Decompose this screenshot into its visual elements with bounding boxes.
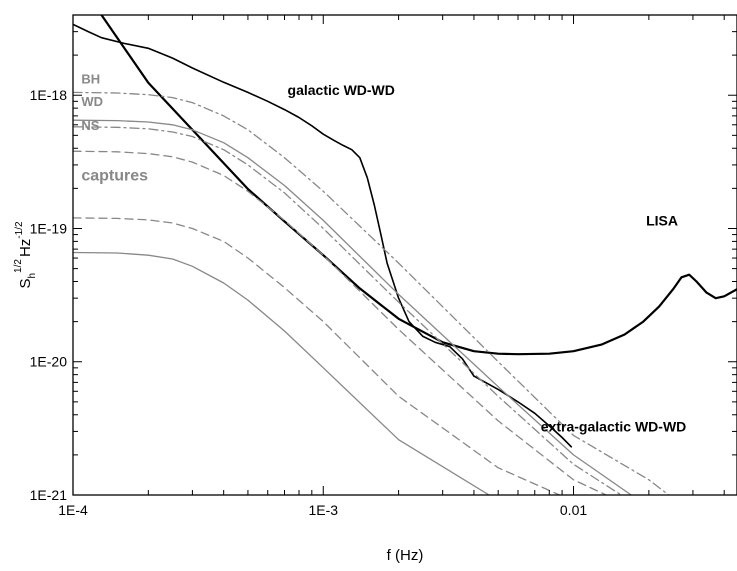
curves-layer — [73, 15, 737, 495]
y-axis-label: Sh1/2 Hz-1/2 — [13, 221, 38, 288]
annotations: galactic WD-WD LISA extra-galactic WD-WD BH… — [81, 72, 686, 435]
series-line-5 — [73, 119, 632, 495]
annotation-label: NS — [81, 118, 99, 133]
y-tick-label: 1E-19 — [30, 220, 68, 236]
series-line-4 — [73, 91, 670, 495]
y-label-unit: Hz — [17, 239, 34, 257]
series-line-1 — [100, 15, 737, 356]
axis-ticks — [72, 14, 737, 496]
series-line-6 — [73, 126, 622, 495]
series-line-8 — [73, 217, 561, 495]
y-label-base: S — [17, 279, 34, 289]
annotation-label: captures — [81, 167, 148, 184]
annotation-label: galactic WD-WD — [288, 82, 395, 98]
y-tick-label: 1E-18 — [30, 87, 68, 103]
tick-labels: 1E-4 1E-3 0.01 1E-21 1E-20 1E-19 1E-18 — [30, 87, 588, 518]
y-label-sup: 1/2 — [13, 259, 24, 273]
series-line-2 — [73, 23, 475, 377]
series-line-9 — [73, 251, 490, 495]
plot-frame — [72, 14, 737, 496]
x-axis-label: f (Hz) — [387, 547, 424, 564]
y-label-sub: h — [27, 273, 38, 279]
y-tick-label: 1E-21 — [30, 487, 68, 503]
x-tick-label: 1E-4 — [58, 502, 88, 518]
series-line-3 — [473, 375, 573, 448]
x-tick-label: 1E-3 — [308, 502, 338, 518]
svg-text:Sh1/2Hz-1/2: Sh1/2 Hz-1/2 — [13, 221, 38, 288]
annotation-label: BH — [81, 72, 100, 87]
y-tick-label: 1E-20 — [30, 354, 68, 370]
x-tick-label: 0.01 — [560, 502, 587, 518]
annotation-label: LISA — [646, 213, 678, 229]
series-line-7 — [73, 150, 607, 495]
annotation-label: extra-galactic WD-WD — [541, 418, 686, 434]
annotation-label: WD — [81, 94, 103, 109]
y-label-unit-sup: -1/2 — [14, 221, 25, 239]
